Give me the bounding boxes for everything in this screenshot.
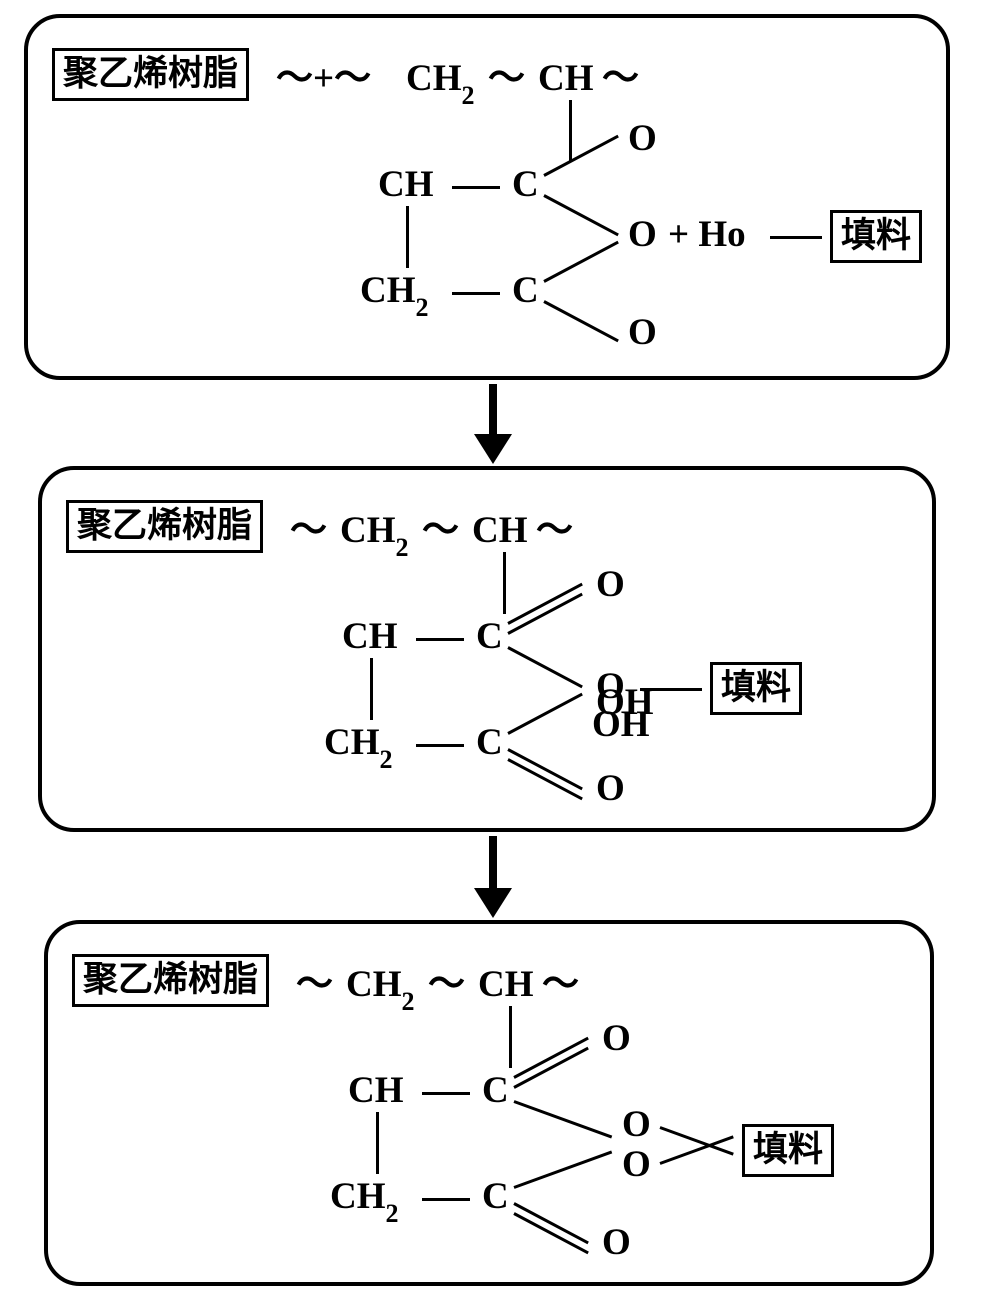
ch-mid-2: CH bbox=[342, 618, 398, 655]
c-top-2: C bbox=[476, 618, 503, 655]
ch2-bot-2: CH2 bbox=[324, 724, 393, 767]
ch2-top-1: CH2 bbox=[406, 60, 475, 103]
filler-label-3: 填料 bbox=[742, 1124, 834, 1177]
ch-top-1: CH bbox=[538, 60, 594, 97]
c-bot-1: C bbox=[512, 272, 539, 309]
hbond-1c bbox=[770, 236, 822, 239]
vbond-2a bbox=[503, 552, 506, 614]
diag-2a bbox=[507, 583, 583, 625]
c-bot-3: C bbox=[482, 1178, 509, 1215]
diag-2a2 bbox=[507, 593, 583, 635]
ch-mid-3: CH bbox=[348, 1072, 404, 1109]
arrow-2 bbox=[468, 836, 518, 918]
diag-2c bbox=[507, 693, 583, 735]
diag-1d bbox=[543, 300, 619, 342]
ch-top-3: CH bbox=[478, 966, 534, 1003]
hbond-3a bbox=[422, 1092, 470, 1095]
resin-label-1: 聚乙烯树脂 bbox=[52, 48, 249, 101]
diag-1a bbox=[543, 135, 619, 177]
o-top-1: O bbox=[628, 120, 657, 157]
ch2-top-2: CH2 bbox=[340, 512, 409, 555]
diag-3a2 bbox=[513, 1047, 589, 1089]
vbond-3b bbox=[376, 1112, 379, 1174]
ch2-bot-3: CH2 bbox=[330, 1178, 399, 1221]
vbond-1b bbox=[406, 206, 409, 268]
o-mid-up-3: O bbox=[622, 1106, 651, 1143]
ch2-top-3: CH2 bbox=[346, 966, 415, 1009]
diag-1c bbox=[543, 241, 619, 283]
tilde-3c: ～ bbox=[542, 966, 579, 1003]
c-bot-2: C bbox=[476, 724, 503, 761]
o-bot-1: O bbox=[628, 314, 657, 351]
diag-3d2 bbox=[513, 1212, 589, 1254]
tilde-2b: ～ bbox=[422, 512, 459, 549]
diag-3b bbox=[513, 1100, 612, 1138]
ch-mid-1: CH bbox=[378, 166, 434, 203]
plus-ho-1: + Ho bbox=[668, 216, 746, 253]
diag-2d bbox=[507, 748, 583, 790]
hbond-1b bbox=[452, 292, 500, 295]
diag-2d2 bbox=[507, 758, 583, 800]
hbond-1a bbox=[452, 186, 500, 189]
resin-label-3: 聚乙烯树脂 bbox=[72, 954, 269, 1007]
panel-3: 聚乙烯树脂 ～ CH2 ～ CH ～ CH C O O CH2 C O O 填料 bbox=[44, 920, 934, 1286]
tilde-1a: ～ bbox=[488, 60, 525, 97]
panel-1: 聚乙烯树脂 ～+～ CH2 ～ CH ～ CH C O O CH2 C O + … bbox=[24, 14, 950, 380]
filler-label-1: 填料 bbox=[830, 210, 922, 263]
tilde-2a: ～ bbox=[290, 512, 327, 549]
ch2-bot-1: CH2 bbox=[360, 272, 429, 315]
o-top-3: O bbox=[602, 1020, 631, 1057]
c-top-1: C bbox=[512, 166, 539, 203]
vbond-1a bbox=[569, 100, 572, 162]
hbond-2b bbox=[416, 744, 464, 747]
o-bot-3: O bbox=[602, 1224, 631, 1261]
diag-2b bbox=[507, 646, 583, 688]
vbond-3a bbox=[509, 1006, 512, 1068]
diag-3d bbox=[513, 1202, 589, 1244]
tilde-3b: ～ bbox=[428, 966, 465, 1003]
arrow-1 bbox=[468, 384, 518, 464]
ch-top-2: CH bbox=[472, 512, 528, 549]
c-top-3: C bbox=[482, 1072, 509, 1109]
hbond-3b bbox=[422, 1198, 470, 1201]
panel-2: 聚乙烯树脂 ～ CH2 ～ CH ～ CH C O O 填料 CH2 C OH … bbox=[38, 466, 936, 832]
vbond-2b bbox=[370, 658, 373, 720]
tilde-plus-1: ～+～ bbox=[276, 60, 371, 97]
diag-3a bbox=[513, 1037, 589, 1079]
oh-2b: OH bbox=[592, 706, 650, 743]
o-mid-1: O bbox=[628, 216, 657, 253]
filler-label-2: 填料 bbox=[710, 662, 802, 715]
tilde-1b: ～ bbox=[602, 60, 639, 97]
o-bot-2: O bbox=[596, 770, 625, 807]
resin-label-2: 聚乙烯树脂 bbox=[66, 500, 263, 553]
diag-1b bbox=[543, 194, 619, 236]
o-top-2: O bbox=[596, 566, 625, 603]
tilde-2c: ～ bbox=[536, 512, 573, 549]
tilde-3a: ～ bbox=[296, 966, 333, 1003]
hbond-2a bbox=[416, 638, 464, 641]
diag-3c bbox=[513, 1151, 612, 1189]
o-mid-down-3: O bbox=[622, 1146, 651, 1183]
